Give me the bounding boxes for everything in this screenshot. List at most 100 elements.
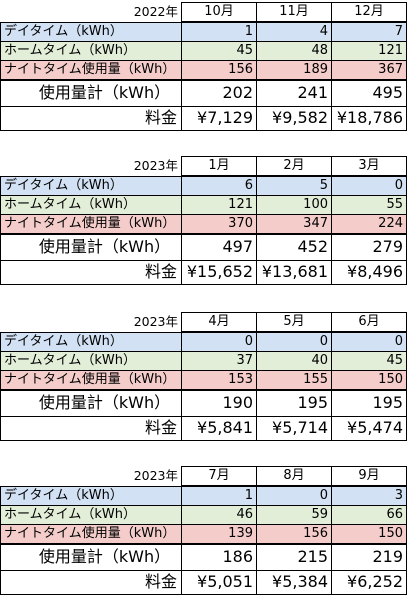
usage-value: 367 <box>331 60 407 81</box>
total-value: 190 <box>181 390 257 417</box>
hometime-row: ホームタイム（kWh） 45 48 121 <box>0 41 407 61</box>
fee-value: ¥5,714 <box>256 416 332 441</box>
usage-table: 2023年 7月 8月 9月 デイタイム（kWh） 1 0 3 ホームタイム（kWh） 46 59 6… <box>0 466 407 595</box>
total-value: 215 <box>256 544 332 571</box>
month-header: 12月 <box>331 2 407 23</box>
fee-value: ¥18,786 <box>331 106 407 131</box>
usage-value: 46 <box>181 505 257 525</box>
usage-value: 347 <box>256 214 332 235</box>
month-header: 5月 <box>256 312 332 333</box>
row-label: ホームタイム（kWh） <box>0 351 182 371</box>
usage-value: 48 <box>256 41 332 61</box>
year-label: 2023年 <box>133 158 178 173</box>
row-label: ホームタイム（kWh） <box>0 505 182 525</box>
daytime-row: デイタイム（kWh） 0 0 0 <box>0 331 407 352</box>
month-header: 9月 <box>331 466 407 487</box>
daytime-row: デイタイム（kWh） 1 0 3 <box>0 485 407 506</box>
usage-value: 100 <box>256 195 332 215</box>
fee-row: 料金 ¥15,652 ¥13,681 ¥8,496 <box>0 260 407 285</box>
usage-value: 45 <box>331 351 407 371</box>
fee-value: ¥8,496 <box>331 260 407 285</box>
usage-value: 150 <box>331 524 407 545</box>
total-label: 使用量計（kWh） <box>0 80 182 107</box>
daytime-row: デイタイム（kWh） 6 5 0 <box>0 175 407 196</box>
fee-row: 料金 ¥5,051 ¥5,384 ¥6,252 <box>0 570 407 595</box>
header-row: 2022年 10月 11月 12月 <box>1 2 407 23</box>
nighttime-row: ナイトタイム使用量（kWh） 156 189 367 <box>0 60 407 81</box>
total-value: 202 <box>181 80 257 107</box>
usage-value: 1 <box>181 485 257 506</box>
usage-value: 121 <box>181 195 257 215</box>
usage-block-2023-q3: 2023年 7月 8月 9月 デイタイム（kWh） 1 0 3 ホームタイム（kWh） 46 59 6… <box>0 466 408 595</box>
usage-value: 40 <box>256 351 332 371</box>
usage-value: 224 <box>331 214 407 235</box>
total-value: 452 <box>256 234 332 261</box>
usage-value: 370 <box>181 214 257 235</box>
nighttime-row: ナイトタイム使用量（kWh） 153 155 150 <box>0 370 407 391</box>
fee-value: ¥13,681 <box>256 260 332 285</box>
hometime-row: ホームタイム（kWh） 37 40 45 <box>0 351 407 371</box>
month-header: 6月 <box>331 312 407 333</box>
row-label: ナイトタイム使用量（kWh） <box>0 214 182 235</box>
row-label: ホームタイム（kWh） <box>0 41 182 61</box>
header-row: 2023年 7月 8月 9月 <box>1 466 407 487</box>
total-value: 219 <box>331 544 407 571</box>
total-value: 186 <box>181 544 257 571</box>
fee-value: ¥5,384 <box>256 570 332 595</box>
usage-value: 45 <box>181 41 257 61</box>
usage-value: 3 <box>331 485 407 506</box>
usage-value: 37 <box>181 351 257 371</box>
month-header: 7月 <box>181 466 257 487</box>
row-label: ナイトタイム使用量（kWh） <box>0 370 182 391</box>
usage-value: 0 <box>331 175 407 196</box>
usage-value: 59 <box>256 505 332 525</box>
row-label: デイタイム（kWh） <box>0 21 182 42</box>
row-label: ナイトタイム使用量（kWh） <box>0 524 182 545</box>
usage-value: 7 <box>331 21 407 42</box>
total-value: 495 <box>331 80 407 107</box>
month-header: 11月 <box>256 2 332 23</box>
usage-value: 0 <box>256 485 332 506</box>
row-label: ナイトタイム使用量（kWh） <box>0 60 182 81</box>
total-label: 使用量計（kWh） <box>0 544 182 571</box>
fee-value: ¥6,252 <box>331 570 407 595</box>
usage-value: 6 <box>181 175 257 196</box>
total-label: 使用量計（kWh） <box>0 390 182 417</box>
usage-value: 150 <box>331 370 407 391</box>
usage-value: 155 <box>256 370 332 391</box>
year-label: 2022年 <box>133 4 178 19</box>
fee-value: ¥5,051 <box>181 570 257 595</box>
year-label: 2023年 <box>133 468 178 483</box>
month-header: 8月 <box>256 466 332 487</box>
total-value: 241 <box>256 80 332 107</box>
usage-value: 156 <box>256 524 332 545</box>
usage-value: 55 <box>331 195 407 215</box>
total-row: 使用量計（kWh） 497 452 279 <box>0 234 407 261</box>
header-row: 2023年 4月 5月 6月 <box>1 312 407 333</box>
total-row: 使用量計（kWh） 190 195 195 <box>0 390 407 417</box>
usage-value: 156 <box>181 60 257 81</box>
usage-value: 153 <box>181 370 257 391</box>
month-header: 2月 <box>256 156 332 177</box>
fee-value: ¥7,129 <box>181 106 257 131</box>
fee-value: ¥5,474 <box>331 416 407 441</box>
row-label: ホームタイム（kWh） <box>0 195 182 215</box>
usage-table: 2022年 10月 11月 12月 デイタイム（kWh） 1 4 7 ホームタイム（kWh） 45… <box>0 2 407 131</box>
header-row: 2023年 1月 2月 3月 <box>1 156 407 177</box>
nighttime-row: ナイトタイム使用量（kWh） 139 156 150 <box>0 524 407 545</box>
usage-value: 0 <box>256 331 332 352</box>
row-label: デイタイム（kWh） <box>0 485 182 506</box>
fee-label: 料金 <box>0 416 182 441</box>
total-value: 195 <box>256 390 332 417</box>
usage-table: 2023年 1月 2月 3月 デイタイム（kWh） 6 5 0 ホームタイム（kWh） 121 10… <box>0 156 407 285</box>
total-value: 195 <box>331 390 407 417</box>
total-row: 使用量計（kWh） 202 241 495 <box>0 80 407 107</box>
fee-label: 料金 <box>0 570 182 595</box>
row-label: デイタイム（kWh） <box>0 175 182 196</box>
fee-value: ¥15,652 <box>181 260 257 285</box>
total-value: 279 <box>331 234 407 261</box>
total-label: 使用量計（kWh） <box>0 234 182 261</box>
usage-value: 1 <box>181 21 257 42</box>
hometime-row: ホームタイム（kWh） 121 100 55 <box>0 195 407 215</box>
usage-block-2022-q4: 2022年 10月 11月 12月 デイタイム（kWh） 1 4 7 ホームタイム（kWh） 45… <box>0 2 408 131</box>
